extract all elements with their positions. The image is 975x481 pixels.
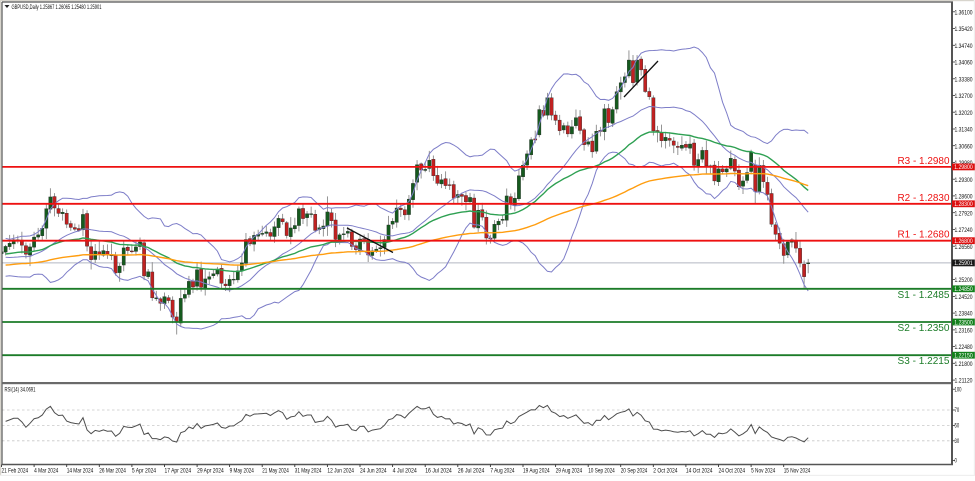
svg-text:26 Jul 2024: 26 Jul 2024 <box>458 468 485 475</box>
svg-text:1.31340: 1.31340 <box>955 127 973 134</box>
svg-text:5 Nov 2024: 5 Nov 2024 <box>751 468 776 475</box>
svg-text:12 Jun 2024: 12 Jun 2024 <box>327 468 354 475</box>
svg-text:1.29800: 1.29800 <box>954 165 973 171</box>
svg-text:70: 70 <box>955 407 960 414</box>
svg-text:1.23160: 1.23160 <box>955 328 973 335</box>
svg-text:19 Aug 2024: 19 Aug 2024 <box>523 468 550 475</box>
svg-text:1.35420: 1.35420 <box>955 26 973 33</box>
svg-text:50: 50 <box>955 423 960 430</box>
svg-text:1.23840: 1.23840 <box>955 311 973 318</box>
svg-text:1.34060: 1.34060 <box>955 60 973 67</box>
svg-text:7 Aug 2024: 7 Aug 2024 <box>490 468 515 475</box>
svg-text:17 Apr 2024: 17 Apr 2024 <box>165 468 192 475</box>
svg-text:29 Aug 2024: 29 Aug 2024 <box>556 468 583 475</box>
svg-text:21 Feb 2024: 21 Feb 2024 <box>2 468 29 475</box>
svg-text:1.32020: 1.32020 <box>955 110 973 117</box>
svg-text:24 Oct 2024: 24 Oct 2024 <box>719 468 746 475</box>
svg-text:31 May 2024: 31 May 2024 <box>295 468 322 475</box>
svg-text:1.30660: 1.30660 <box>955 143 973 150</box>
svg-text:R3 - 1.2980: R3 - 1.2980 <box>898 155 950 167</box>
svg-text:26 Mar 2024: 26 Mar 2024 <box>99 468 126 475</box>
svg-text:1.22150: 1.22150 <box>954 354 973 360</box>
svg-text:1.26800: 1.26800 <box>954 239 973 245</box>
svg-text:9 May 2024: 9 May 2024 <box>230 468 255 475</box>
svg-text:2 Oct 2024: 2 Oct 2024 <box>653 468 678 475</box>
svg-text:14 Mar 2024: 14 Mar 2024 <box>67 468 94 475</box>
svg-text:1.33380: 1.33380 <box>955 76 973 83</box>
svg-text:21 May 2024: 21 May 2024 <box>262 468 289 475</box>
svg-text:1.22480: 1.22480 <box>955 344 973 351</box>
svg-text:1.25200: 1.25200 <box>955 277 973 284</box>
svg-text:1.29300: 1.29300 <box>955 177 973 184</box>
svg-text:R1 - 1.2680: R1 - 1.2680 <box>898 229 950 241</box>
svg-text:20 Sep 2024: 20 Sep 2024 <box>621 468 648 475</box>
svg-text:1.36100: 1.36100 <box>955 9 973 16</box>
svg-text:1.28600: 1.28600 <box>955 194 973 201</box>
svg-text:5 Apr 2024: 5 Apr 2024 <box>132 468 157 475</box>
svg-text:24 Jun 2024: 24 Jun 2024 <box>360 468 387 475</box>
svg-text:1.27920: 1.27920 <box>955 210 973 217</box>
svg-text:4 Jul 2024: 4 Jul 2024 <box>393 468 418 475</box>
svg-text:R2 - 1.2830: R2 - 1.2830 <box>898 192 950 204</box>
svg-text:16 Jul 2024: 16 Jul 2024 <box>425 468 452 475</box>
svg-text:1.24520: 1.24520 <box>955 294 973 301</box>
svg-text:1.34740: 1.34740 <box>955 43 973 50</box>
svg-text:1.21120: 1.21120 <box>955 378 973 385</box>
svg-text:15 Nov 2024: 15 Nov 2024 <box>784 468 811 475</box>
svg-text:30: 30 <box>955 438 960 445</box>
svg-text:1.27240: 1.27240 <box>955 227 973 234</box>
svg-text:4 Mar 2024: 4 Mar 2024 <box>34 468 59 475</box>
svg-text:1.24850: 1.24850 <box>954 287 973 293</box>
svg-text:1.32700: 1.32700 <box>955 93 973 100</box>
svg-text:RSI(14) 34.0691: RSI(14) 34.0691 <box>5 387 36 394</box>
svg-text:S2 - 1.2350: S2 - 1.2350 <box>898 322 950 334</box>
svg-text:1.23500: 1.23500 <box>954 320 973 326</box>
svg-text:0: 0 <box>955 458 958 465</box>
svg-text:100: 100 <box>955 386 962 393</box>
svg-text:29 Apr 2024: 29 Apr 2024 <box>197 468 224 475</box>
svg-text:1.21800: 1.21800 <box>955 361 973 368</box>
svg-text:S3 - 1.2215: S3 - 1.2215 <box>898 355 950 367</box>
svg-text:1.28300: 1.28300 <box>954 202 973 208</box>
svg-text:14 Oct 2024: 14 Oct 2024 <box>686 468 713 475</box>
svg-text:S1 - 1.2485: S1 - 1.2485 <box>898 289 950 301</box>
svg-text:GBPUSD,Daily 1.25867 1.26065: GBPUSD,Daily 1.25867 1.26065 1.25480 1.2… <box>12 4 102 11</box>
svg-text:10 Sep 2024: 10 Sep 2024 <box>588 468 615 475</box>
svg-text:1.25901: 1.25901 <box>954 261 973 267</box>
svg-text:1.26560: 1.26560 <box>955 244 973 251</box>
